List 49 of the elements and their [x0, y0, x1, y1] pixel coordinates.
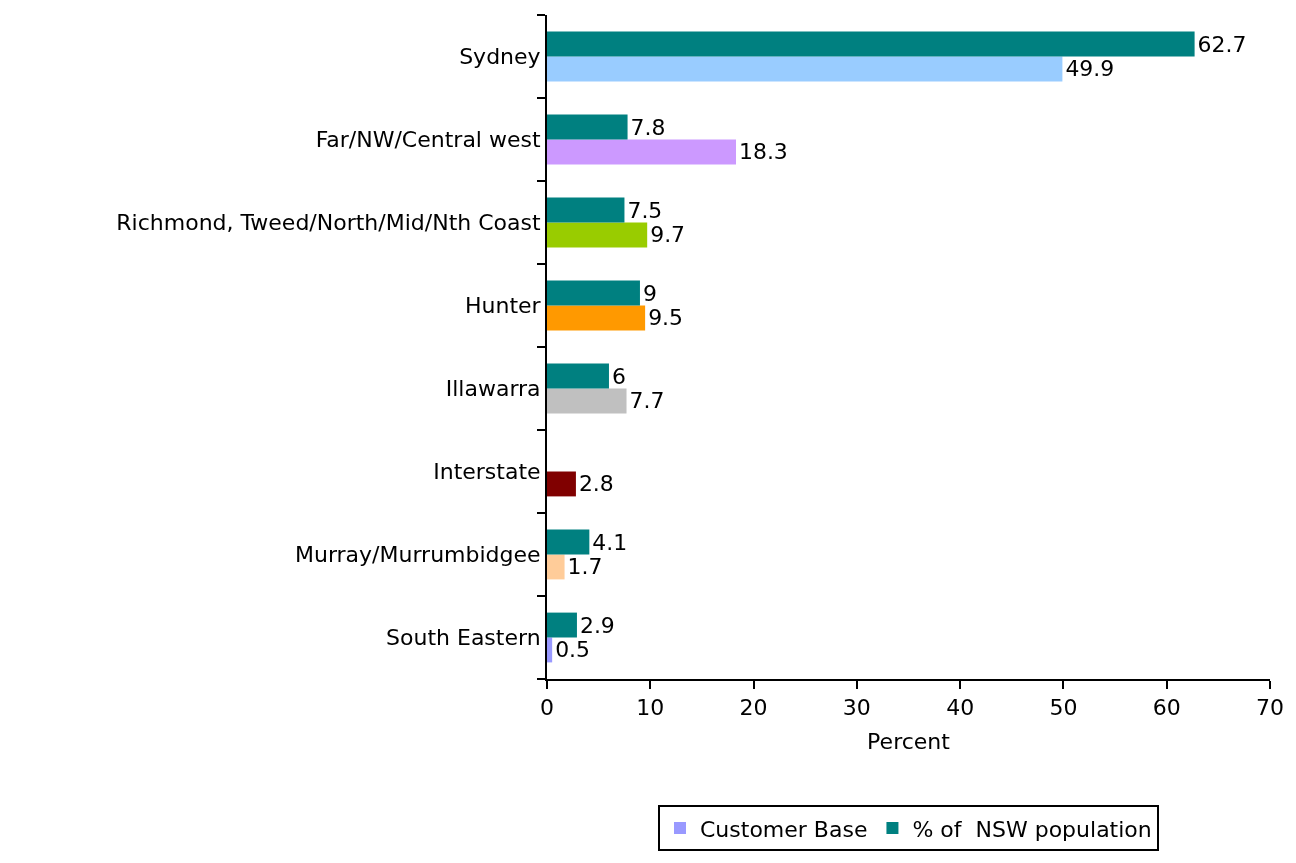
- x-tick-label: 0: [540, 695, 554, 721]
- y-tick-label: Richmond, Tweed/North/Mid/Nth Coast: [116, 210, 541, 236]
- data-label: 62.7: [1197, 31, 1247, 57]
- data-label: 1.7: [567, 554, 603, 580]
- x-tick-label: 30: [842, 695, 871, 721]
- data-label: 9.5: [648, 305, 683, 331]
- data-label: 0.5: [555, 637, 591, 663]
- x-tick-label: 60: [1152, 695, 1181, 721]
- x-tick-label: 50: [1049, 695, 1078, 721]
- data-label: 9: [642, 280, 657, 306]
- data-label: 7.5: [627, 197, 663, 223]
- y-tick-label: Far/NW/Central west: [315, 127, 541, 153]
- bar: [547, 31, 1195, 57]
- x-axis-title: Percent: [867, 728, 951, 754]
- legend-label: % of NSW population: [912, 816, 1152, 842]
- data-label: 7.7: [629, 388, 665, 414]
- x-tick-label: 20: [739, 695, 768, 721]
- x-tick-label: 70: [1256, 695, 1284, 721]
- bar: [547, 305, 646, 331]
- data-label: 6: [611, 363, 626, 389]
- y-tick-label: Murray/Murrumbidgee: [294, 542, 541, 568]
- bar: [547, 197, 625, 223]
- bar: [547, 280, 640, 306]
- bar: [547, 363, 609, 389]
- y-tick-label: Illawarra: [445, 376, 541, 402]
- x-tick-label: 10: [636, 695, 665, 721]
- data-label: 4.1: [592, 529, 628, 555]
- data-label: 7.8: [630, 114, 666, 140]
- data-label: 18.3: [739, 139, 788, 165]
- bar: [547, 471, 576, 497]
- y-tick-label: Hunter: [464, 293, 542, 319]
- data-label: 2.8: [578, 471, 614, 497]
- data-label: 2.9: [579, 612, 615, 638]
- data-label: 9.7: [650, 222, 686, 248]
- y-tick-label: Interstate: [433, 459, 541, 485]
- bar: [547, 612, 577, 638]
- legend-label: Customer Base: [700, 816, 868, 842]
- bar: [547, 222, 648, 248]
- bar: [547, 529, 590, 555]
- x-tick-label: 40: [946, 695, 975, 721]
- data-label: 49.9: [1065, 56, 1115, 82]
- y-tick-label: Sydney: [459, 44, 541, 70]
- bar: [547, 139, 737, 165]
- bar: [547, 637, 553, 663]
- bar: [547, 56, 1063, 82]
- bar: [547, 554, 565, 580]
- bar: [547, 388, 627, 414]
- bar: [547, 114, 628, 140]
- y-tick-label: South Eastern: [386, 625, 541, 651]
